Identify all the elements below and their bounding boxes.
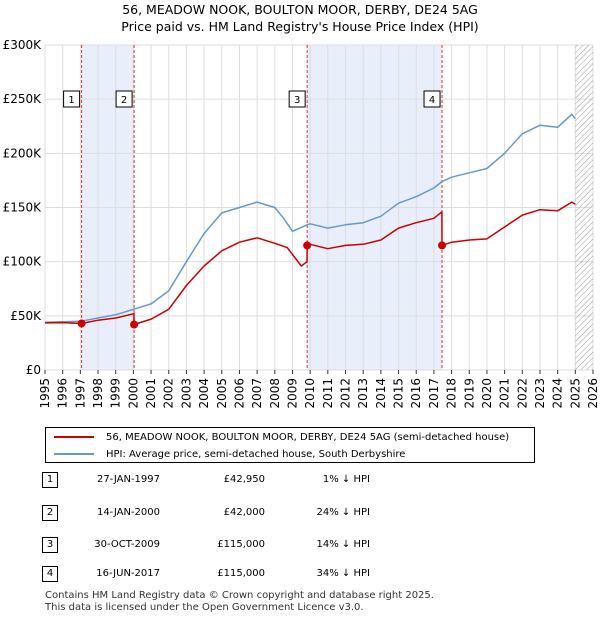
sale-price: £42,950 [223,474,265,485]
sale-point [77,319,86,328]
legend-label-property: 56, MEADOW NOOK, BOULTON MOOR, DERBY, DE… [106,431,510,443]
sale-markers: 1 2 3 4 [63,90,447,329]
x-tick-label: 1997 [73,378,87,409]
sale-point [438,241,447,250]
x-tick-label: 2005 [215,378,229,409]
x-tick-label: 2023 [533,378,547,409]
x-tick-label: 2001 [144,378,158,409]
sale-hpi-diff: 14% ↓ HPI [316,539,370,550]
sale-hpi-diff: 24% ↓ HPI [316,507,370,518]
sale-hpi-diff: 1% ↓ HPI [322,474,370,485]
sale-label-box [423,90,441,108]
legend-label-hpi: HPI: Average price, semi-detached house,… [106,448,406,460]
sale-price: £115,000 [217,568,265,579]
legend: 56, MEADOW NOOK, BOULTON MOOR, DERBY, DE… [45,427,535,463]
sale-label-box [288,90,306,108]
footer-licence: This data is licensed under the Open Gov… [45,602,364,613]
sale-row: 3 30-OCT-2009 £115,000 14% ↓ HPI [0,537,600,555]
sale-label: 1 [68,95,74,106]
sale-number-badge: 4 [42,566,58,582]
x-tick-label: 1995 [38,378,52,409]
x-tick-label: 2003 [179,378,193,409]
x-tick-label: 2010 [303,378,317,409]
sale-row: 1 27-JAN-1997 £42,950 1% ↓ HPI [0,472,600,490]
x-axis-ticks: 1995 1996 1997 1998 1999 2000 2001 2002 2003 2004… [38,370,600,409]
x-tick-label: 1998 [91,378,105,409]
sale-label: 2 [121,95,127,106]
footer-copyright: Contains HM Land Registry data © Crown c… [45,590,434,601]
x-tick-label: 2004 [197,378,211,409]
chart-title: 56, MEADOW NOOK, BOULTON MOOR, DERBY, DE… [122,2,478,17]
y-tick-label: £200K [3,146,43,160]
x-tick-label: 2009 [285,378,299,409]
sale-row: 2 14-JAN-2000 £42,000 24% ↓ HPI [0,505,600,523]
sale-price: £42,000 [223,507,265,518]
y-tick-label: £150K [3,201,43,215]
sale-label: 3 [294,95,300,106]
sale-point [130,320,139,329]
x-tick-label: 2014 [374,378,388,409]
legend-item-hpi: HPI: Average price, semi-detached house,… [54,445,405,463]
sale-hpi-diff: 34% ↓ HPI [316,568,370,579]
x-tick-label: 2018 [445,378,459,409]
x-tick-label: 2013 [356,378,370,409]
x-tick-label: 2016 [409,378,423,409]
sale-price: £115,000 [217,539,265,550]
sale-label: 4 [429,95,435,106]
future-hatch-area [575,45,593,370]
sale-number-badge: 3 [42,537,58,553]
sale-date: 30-OCT-2009 [94,539,160,550]
x-tick-label: 2019 [462,378,476,409]
legend-item-property: 56, MEADOW NOOK, BOULTON MOOR, DERBY, DE… [54,428,509,446]
x-tick-label: 2017 [427,378,441,409]
x-tick-label: 2026 [586,378,600,409]
y-tick-label: £250K [3,92,43,106]
sale-number-badge: 1 [42,472,58,488]
x-tick-label: 2020 [480,378,494,409]
x-tick-label: 2008 [268,378,282,409]
sale-label-box [63,90,81,108]
sale-point [303,241,312,250]
legend-swatch-hpi [54,453,94,455]
future-hatch [575,45,593,370]
x-tick-label: 1996 [56,378,70,409]
x-tick-label: 2000 [126,378,140,409]
x-tick-label: 2012 [339,378,353,409]
x-tick-label: 1999 [109,378,123,409]
x-tick-label: 2015 [392,378,406,409]
legend-swatch-property [54,436,94,438]
sale-date: 16-JUN-2017 [96,568,160,579]
y-tick-label: £100K [3,255,43,269]
price-chart: 1 2 3 4 £0 £50K £100K £150K £200K £250K £300K 199… [3,38,600,409]
x-tick-label: 2002 [162,378,176,409]
y-tick-label: £0 [26,363,41,377]
x-tick-label: 2007 [250,378,264,409]
sale-row: 4 16-JUN-2017 £115,000 34% ↓ HPI [0,566,600,584]
x-tick-label: 2024 [551,378,565,409]
x-tick-label: 2021 [498,378,512,409]
x-tick-label: 2011 [321,378,335,409]
sale-label-box [115,90,133,108]
y-axis-ticks: £0 £50K £100K £150K £200K £250K £300K [3,38,43,377]
x-tick-label: 2022 [515,378,529,409]
x-tick-label: 2025 [568,378,582,409]
y-tick-label: £300K [3,38,43,52]
x-tick-label: 2006 [232,378,246,409]
sale-date: 14-JAN-2000 [96,507,160,518]
sale-number-badge: 2 [42,505,58,521]
y-tick-label: £50K [10,309,42,323]
chart-subtitle: Price paid vs. HM Land Registry's House … [121,19,479,34]
hpi-line [44,113,576,324]
sale-date: 27-JAN-1997 [96,474,160,485]
